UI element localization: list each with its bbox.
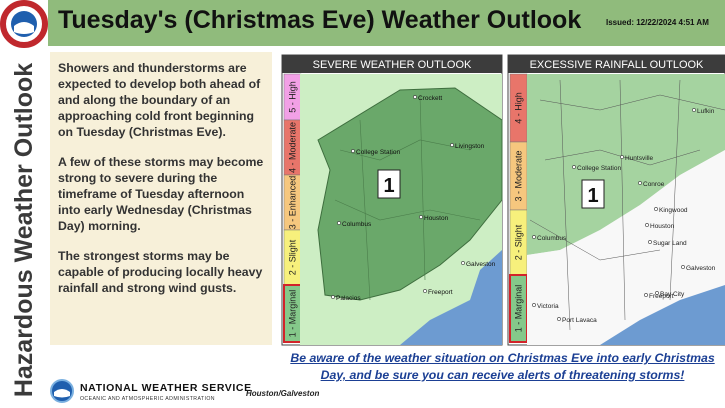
county-lines <box>529 79 725 331</box>
nws-logo <box>0 0 48 48</box>
place-dot <box>692 108 696 112</box>
risk-level-label: 2 - Slight <box>514 224 524 260</box>
county-lines <box>334 94 481 301</box>
place-dot <box>413 95 417 99</box>
coast-area <box>527 150 725 345</box>
risk-number: 1 <box>587 185 598 207</box>
place-dot <box>654 207 658 211</box>
risk-level-label: 5 - High <box>288 81 298 113</box>
risk-area <box>317 87 503 301</box>
place-dot <box>648 240 652 244</box>
risk-level-label: 3 - Enhanced <box>288 176 298 230</box>
paragraph: The strongest storms may be capable of p… <box>58 249 263 295</box>
footer-subagency: OCEANIC AND ATMOSPHERIC ADMINISTRATION <box>80 396 215 402</box>
place-dot <box>655 291 659 295</box>
place-dot <box>572 165 576 169</box>
footer-message: Be aware of the weather situation on Chr… <box>290 351 715 382</box>
place-label: Freeport <box>428 289 453 296</box>
place-label: Huntsville <box>625 155 654 162</box>
place-label: Houston <box>424 215 449 222</box>
header-title: Tuesday's (Christmas Eve) Weather Outloo… <box>58 6 581 34</box>
risk-area <box>527 74 725 255</box>
risk-level-label: 4 - Moderate <box>288 122 298 173</box>
risk-level-label: 3 - Moderate <box>514 150 524 201</box>
place-label: Columbus <box>342 221 372 228</box>
panel-title: SEVERE WEATHER OUTLOOK <box>313 59 472 71</box>
place-dot <box>645 223 649 227</box>
paragraph: Showers and thunderstorms are expected t… <box>58 61 261 139</box>
footer-logo <box>50 379 74 403</box>
place-label: Port Lavaca <box>562 317 597 324</box>
footer-office: Houston/Galveston <box>246 389 319 398</box>
place-label: College Station <box>356 149 400 156</box>
place-label: Bay City <box>660 291 685 298</box>
place-dot <box>461 261 465 265</box>
place-label: Houston <box>650 223 675 230</box>
place-dot <box>423 289 427 293</box>
place-dot <box>532 235 536 239</box>
rainfall-panel: EXCESSIVE RAINFALL OUTLOOK 4 - High 3 - Mo… <box>507 54 725 346</box>
place-dot <box>331 295 335 299</box>
place-dot <box>419 215 423 219</box>
place-dot <box>681 265 685 269</box>
place-label: Kingwood <box>659 207 688 214</box>
place-dot <box>638 181 642 185</box>
place-dot <box>532 303 536 307</box>
place-dot <box>644 293 648 297</box>
risk-level-label: 2 - Slight <box>288 239 298 275</box>
place-label: Palacios <box>336 295 361 302</box>
gulf <box>600 285 725 345</box>
place-label: Columbus <box>537 235 567 242</box>
place-label: Conroe <box>643 181 665 188</box>
sidebar-title: Hazardous Weather Outlook <box>10 63 38 397</box>
panel-title-bar <box>508 55 725 73</box>
risk-level-label: 1 - Marginal <box>514 285 524 333</box>
risk-number-box <box>377 169 401 199</box>
place-label: Galveston <box>466 261 496 268</box>
panel-title: EXCESSIVE RAINFALL OUTLOOK <box>530 59 704 71</box>
place-label: College Station <box>577 165 621 172</box>
place-label: Freeport <box>649 293 674 300</box>
place-label: Galveston <box>686 265 716 272</box>
risk-number: 1 <box>383 175 394 197</box>
place-label: Livingston <box>455 143 485 150</box>
place-dot <box>620 155 624 159</box>
issued: Issued: 12/22/2024 4:51 AM <box>606 18 709 27</box>
place-dot <box>450 143 454 147</box>
header-bar <box>48 0 725 46</box>
description: Showers and thunderstorms are expected t… <box>50 52 272 345</box>
gulf <box>400 250 502 345</box>
place-label: Lufkin <box>697 108 715 115</box>
risk-number-box <box>581 179 605 209</box>
risk-level-label: 1 - Marginal <box>288 290 298 338</box>
place-dot <box>557 317 561 321</box>
place-label: Crockett <box>418 95 442 102</box>
panel-title-bar <box>282 55 502 73</box>
place-dot <box>337 221 341 225</box>
footer-agency: NATIONAL WEATHER SERVICE <box>80 382 252 394</box>
risk-level-label: 4 - High <box>514 92 524 124</box>
severe-panel: SEVERE WEATHER OUTLOOK 5 - High 4 - Modera… <box>281 54 503 346</box>
paragraph: A few of these storms may become strong … <box>58 155 264 233</box>
place-label: Sugar Land <box>653 240 687 247</box>
place-dot <box>351 149 355 153</box>
place-label: Victoria <box>537 303 559 310</box>
